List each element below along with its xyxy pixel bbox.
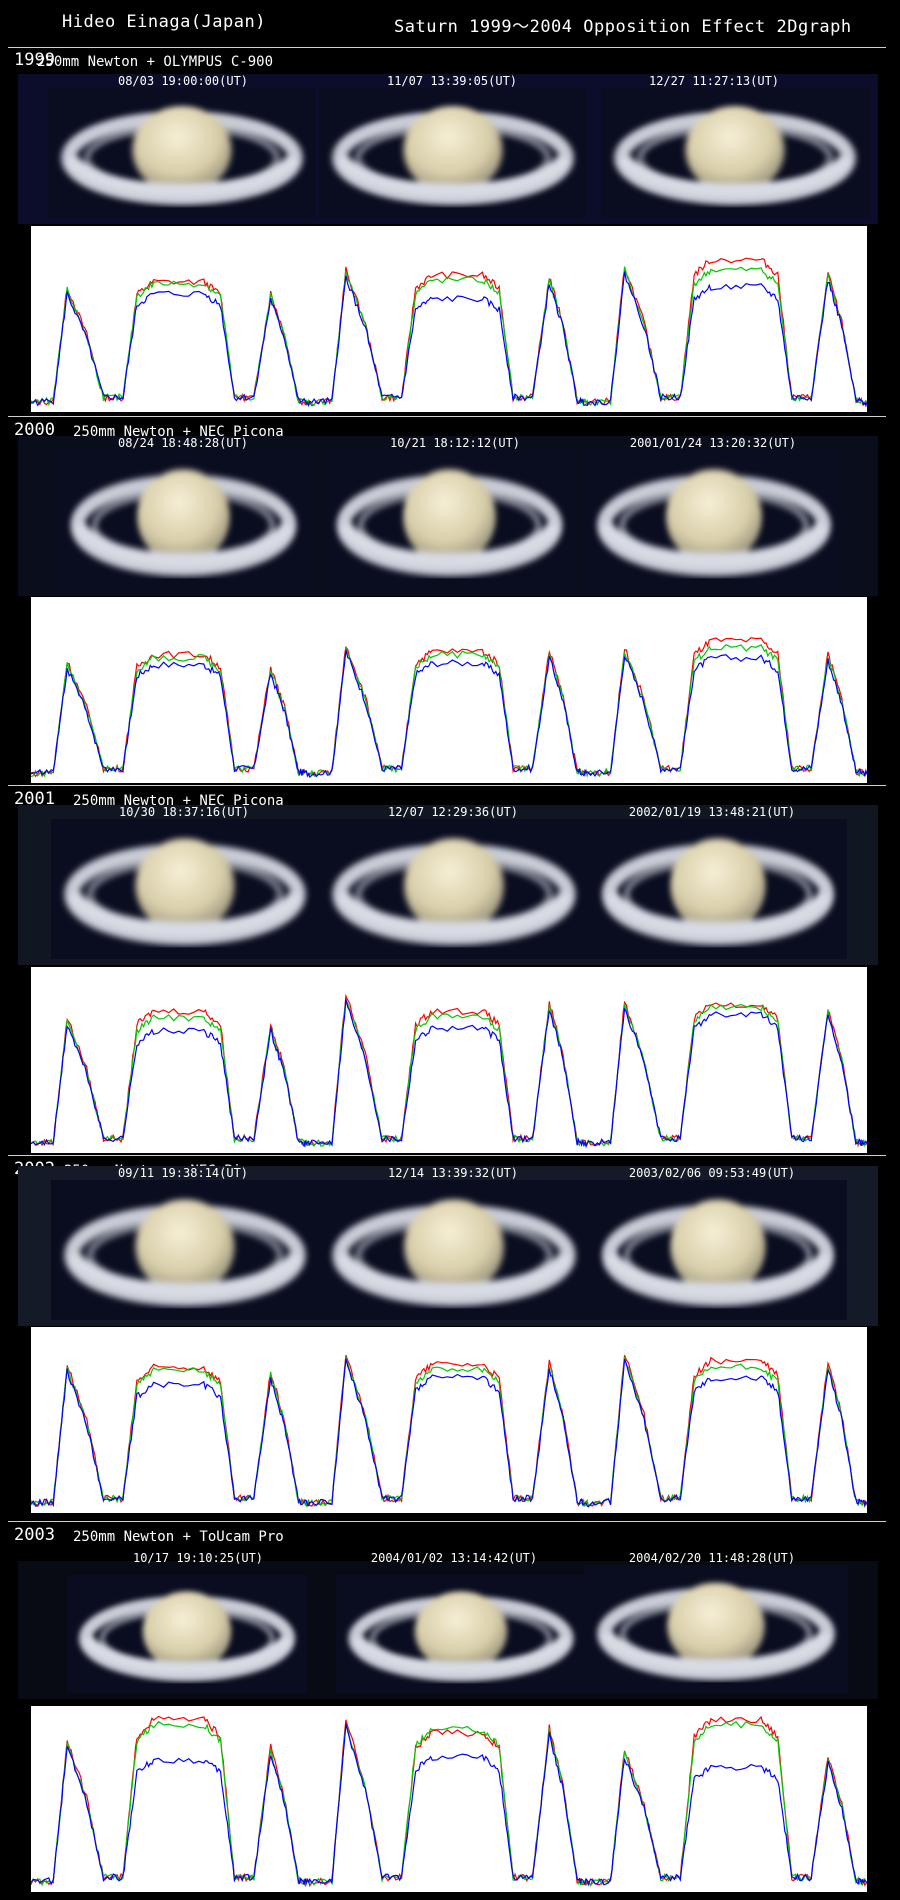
blue-channel-line <box>31 998 867 1149</box>
red-channel-line <box>31 993 867 1148</box>
observation-timestamp: 12/14 13:39:32(UT) <box>387 1166 519 1180</box>
page-title: Saturn 1999～2004 Opposition Effect 2Dgra… <box>394 17 852 37</box>
saturn-image <box>584 1565 848 1693</box>
saturn-image <box>589 819 847 959</box>
saturn-image <box>67 1575 307 1693</box>
observation-timestamp: 12/27 11:27:13(UT) <box>648 74 780 88</box>
saturn-image <box>51 819 319 959</box>
observation-timestamp: 08/24 18:48:28(UT) <box>117 436 249 450</box>
green-channel-line <box>31 643 867 778</box>
observation-timestamp: 2004/02/20 11:48:28(UT) <box>628 1551 796 1565</box>
saturn-image <box>48 88 316 218</box>
section-divider <box>8 1521 886 1522</box>
red-channel-line <box>31 257 867 407</box>
observation-timestamp: 11/07 13:39:05(UT) <box>386 74 518 88</box>
profile-graph <box>31 226 867 412</box>
observation-timestamp: 2003/02/06 09:53:49(UT) <box>628 1166 796 1180</box>
red-channel-line <box>31 1354 867 1507</box>
red-channel-line <box>31 637 867 778</box>
green-channel-line <box>31 1356 867 1509</box>
profile-graph <box>31 967 867 1153</box>
author-label: Hideo Einaga(Japan) <box>62 12 266 32</box>
observation-timestamp: 08/03 19:00:00(UT) <box>117 74 249 88</box>
saturn-image <box>58 450 309 590</box>
observation-timestamp: 09/11 19:38:14(UT) <box>117 1166 249 1180</box>
section-year: 2003 <box>14 1525 55 1545</box>
green-channel-line <box>31 999 867 1148</box>
header-divider <box>8 47 886 48</box>
observation-timestamp: 2004/01/02 13:14:42(UT) <box>370 1551 538 1565</box>
profile-graph <box>31 597 867 783</box>
saturn-image <box>319 88 587 218</box>
saturn-image <box>589 1180 847 1320</box>
section-year: 2001 <box>14 789 55 809</box>
red-channel-line <box>31 1715 867 1888</box>
observation-timestamp: 2001/01/24 13:20:32(UT) <box>629 436 797 450</box>
equipment-label: 250mm Newton + ToUcam Pro <box>73 1529 284 1545</box>
section-divider <box>8 1155 886 1156</box>
green-channel-line <box>31 266 867 407</box>
section-year: 1999 <box>14 50 55 70</box>
profile-graph <box>31 1706 867 1892</box>
observation-timestamp: 12/07 12:29:36(UT) <box>387 805 519 819</box>
blue-channel-line <box>31 1358 867 1508</box>
section-divider <box>8 785 886 786</box>
saturn-image <box>324 450 575 590</box>
equipment-label: 250mm Newton + OLYMPUS C-900 <box>37 54 274 70</box>
observation-timestamp: 10/21 18:12:12(UT) <box>389 436 521 450</box>
saturn-image <box>319 819 589 959</box>
observation-timestamp: 10/30 18:37:16(UT) <box>118 805 250 819</box>
blue-channel-line <box>31 1723 867 1887</box>
profile-graph <box>31 1327 867 1513</box>
section-year: 2000 <box>14 420 55 440</box>
saturn-image <box>336 1575 586 1693</box>
saturn-image <box>319 1180 589 1320</box>
saturn-image <box>51 1180 319 1320</box>
blue-channel-line <box>31 649 867 778</box>
saturn-image <box>584 450 844 590</box>
saturn-image <box>601 88 869 218</box>
green-channel-line <box>31 1720 867 1887</box>
section-divider <box>8 416 886 417</box>
blue-channel-line <box>31 271 867 408</box>
observation-timestamp: 2002/01/19 13:48:21(UT) <box>628 805 796 819</box>
observation-timestamp: 10/17 19:10:25(UT) <box>132 1551 264 1565</box>
